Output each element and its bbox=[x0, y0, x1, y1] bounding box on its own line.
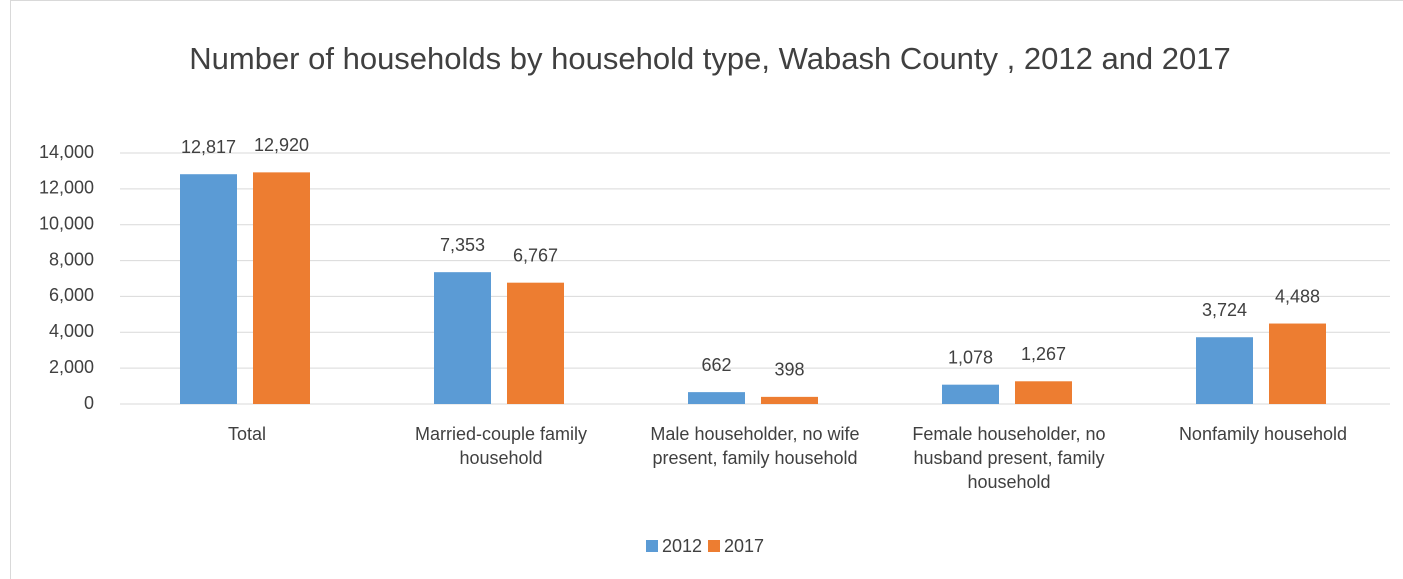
legend-swatch bbox=[708, 540, 720, 552]
bar bbox=[434, 272, 491, 404]
data-label: 662 bbox=[701, 355, 731, 375]
x-tick-label: Male householder, no wife present, famil… bbox=[650, 424, 860, 468]
bar bbox=[942, 384, 999, 404]
bar bbox=[1269, 323, 1326, 404]
y-tick-label: 10,000 bbox=[39, 213, 94, 233]
chart-title: Number of households by household type, … bbox=[189, 41, 1231, 76]
bar bbox=[1015, 381, 1072, 404]
y-tick-label: 4,000 bbox=[49, 321, 94, 341]
data-label: 12,817 bbox=[181, 137, 236, 157]
x-tick-label: Female householder, no husband present, … bbox=[912, 424, 1106, 492]
data-label: 12,920 bbox=[254, 135, 309, 155]
data-label: 3,724 bbox=[1202, 300, 1247, 320]
bar bbox=[507, 282, 564, 404]
legend-label: 2017 bbox=[724, 536, 764, 556]
data-label: 6,767 bbox=[513, 245, 558, 265]
data-label: 1,267 bbox=[1021, 344, 1066, 364]
bar bbox=[1196, 337, 1253, 404]
y-tick-label: 8,000 bbox=[49, 249, 94, 269]
bar bbox=[253, 172, 310, 404]
bar bbox=[180, 174, 237, 404]
data-label: 398 bbox=[774, 360, 804, 380]
y-tick-label: 0 bbox=[84, 393, 94, 413]
y-tick-label: 14,000 bbox=[39, 142, 94, 162]
bar bbox=[688, 392, 745, 404]
data-label: 1,078 bbox=[948, 347, 993, 367]
chart-border bbox=[10, 0, 1403, 579]
x-tick-label: Married-couple family household bbox=[414, 424, 588, 468]
legend-swatch bbox=[646, 540, 658, 552]
data-label: 7,353 bbox=[440, 235, 485, 255]
x-tick-label: Total bbox=[227, 424, 267, 444]
y-tick-label: 6,000 bbox=[49, 285, 94, 305]
data-label: 4,488 bbox=[1275, 286, 1320, 306]
y-tick-label: 2,000 bbox=[49, 357, 94, 377]
y-tick-label: 12,000 bbox=[39, 178, 94, 198]
legend-label: 2012 bbox=[662, 536, 702, 556]
x-tick-label: Nonfamily household bbox=[1178, 424, 1348, 444]
bar bbox=[761, 396, 818, 404]
